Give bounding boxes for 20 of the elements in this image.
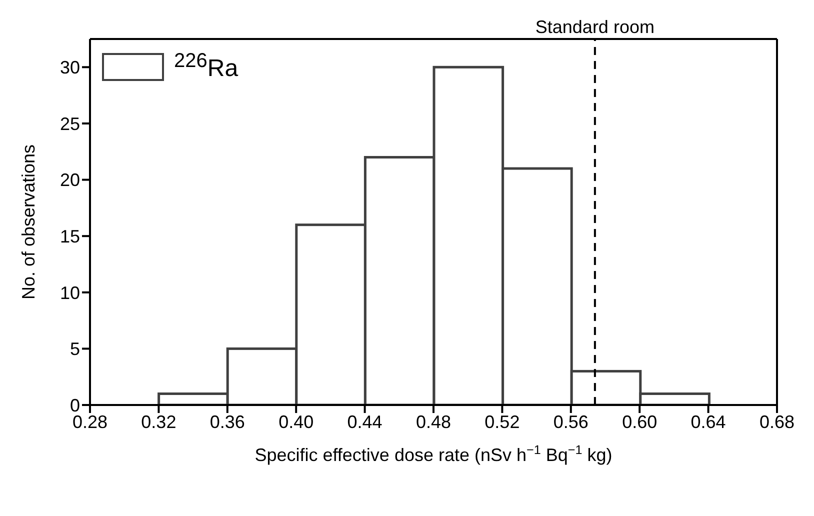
x-tick-label: 0.48 — [416, 412, 452, 432]
x-tick-label: 0.44 — [347, 412, 382, 432]
y-tick-label: 25 — [60, 114, 80, 134]
y-tick-label: 15 — [60, 226, 80, 246]
y-tick-label: 5 — [70, 339, 80, 360]
y-tick-label: 10 — [60, 282, 80, 303]
x-tick-label: 0.68 — [759, 412, 795, 432]
y-tick-label: 20 — [60, 170, 80, 190]
x-axis-title: Specific effective dose rate (nSv h$^{−1}$ Bq$^{−1}$ kg) — [254, 443, 612, 465]
x-tick-label: 0.36 — [210, 412, 245, 432]
legend-label: $^{226}$Ra — [174, 50, 238, 83]
x-tick-label: 0.32 — [141, 412, 176, 432]
x-tick-label: 0.56 — [553, 412, 588, 432]
y-axis-title: No. of observations — [18, 144, 38, 300]
y-tick-label: 30 — [60, 58, 80, 78]
x-tick-label: 0.64 — [690, 412, 726, 432]
x-tick-label: 0.52 — [484, 412, 520, 432]
x-tick-label: 0.60 — [622, 412, 658, 432]
ref-line-label: Standard room — [535, 17, 654, 37]
x-tick-label: 0.40 — [278, 412, 314, 432]
